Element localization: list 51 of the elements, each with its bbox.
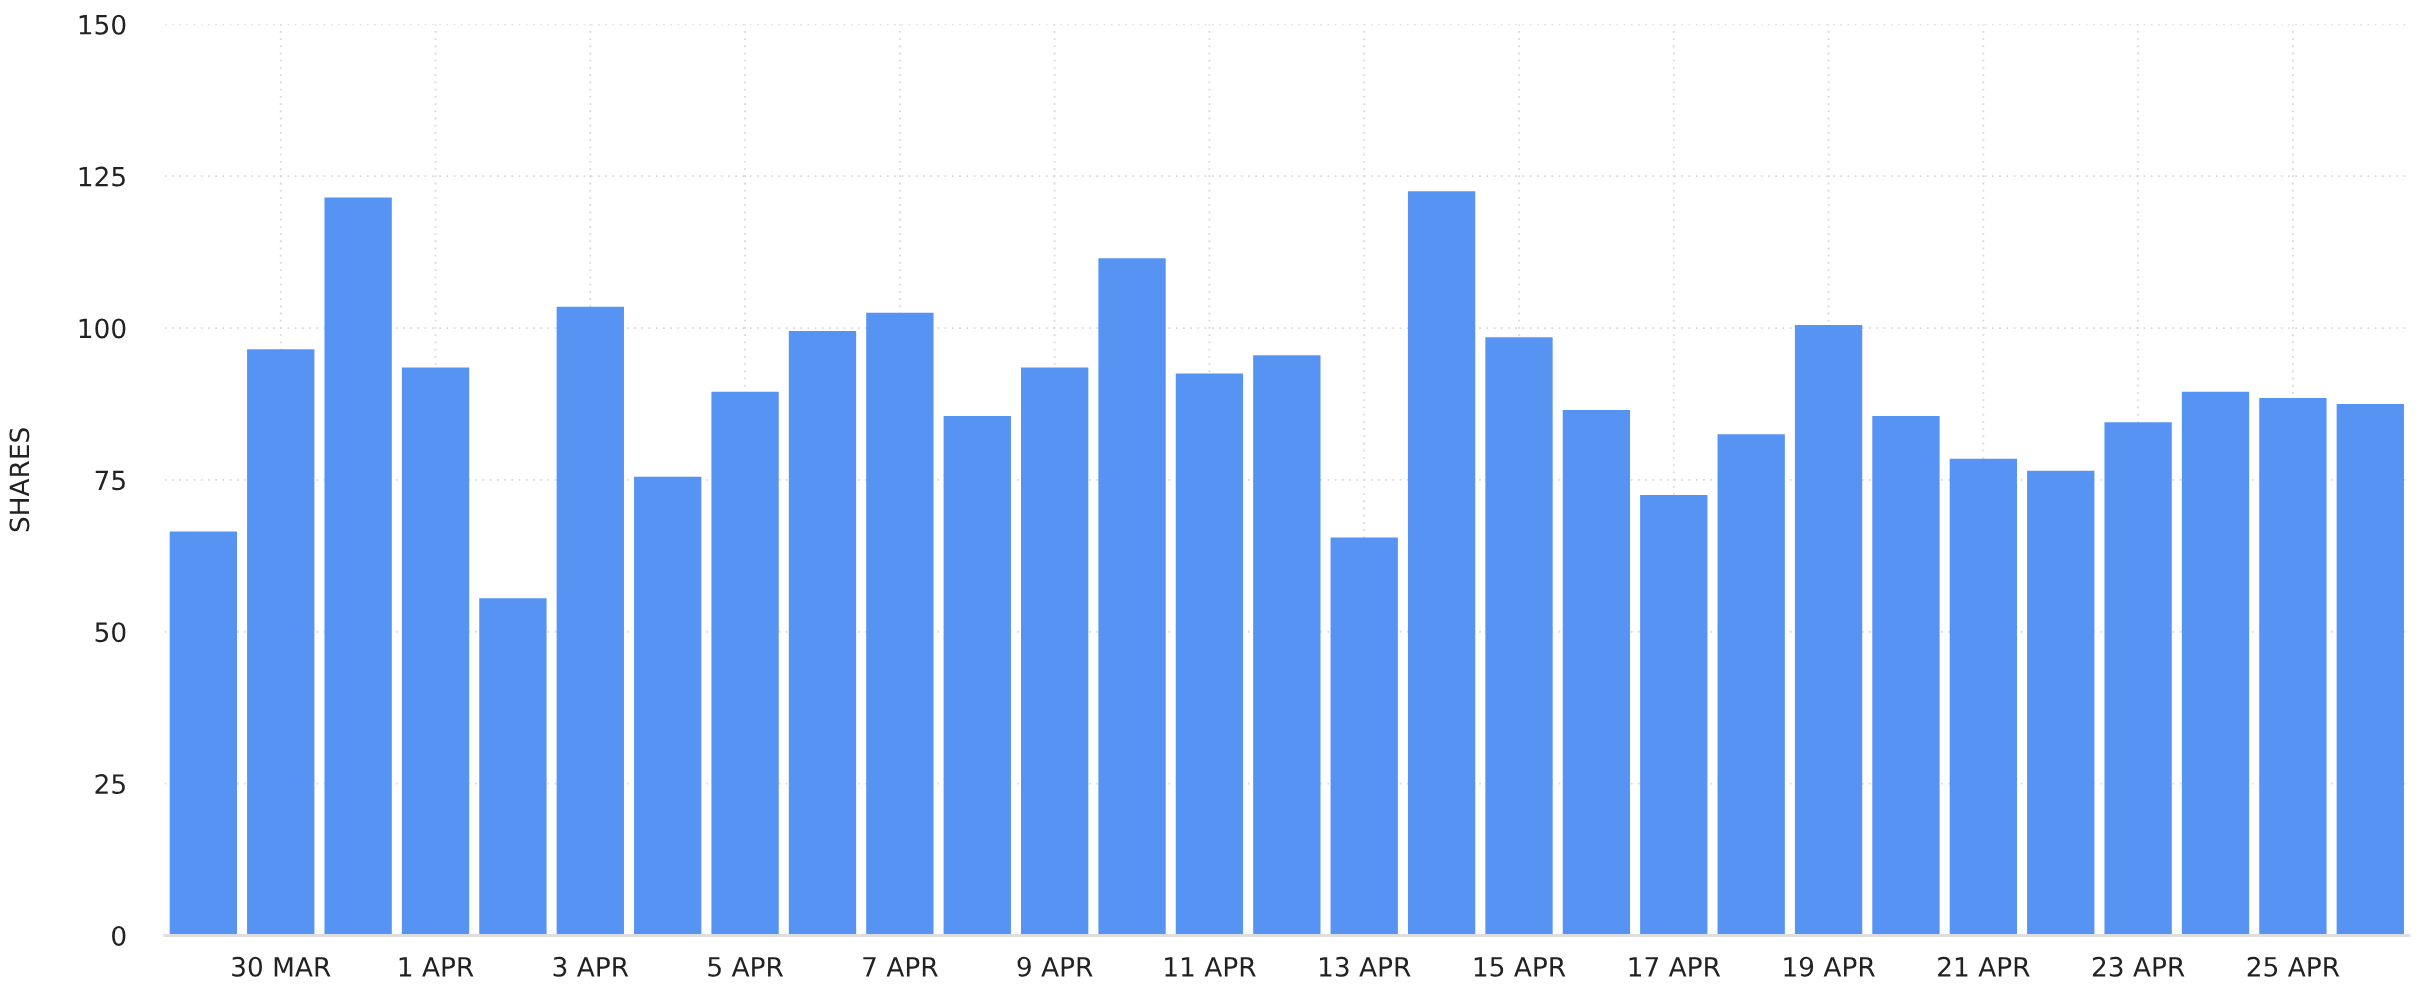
bar <box>479 598 547 936</box>
x-tick-label: 1 APR <box>399 957 474 977</box>
x-tick-label: 13 APR <box>1319 956 1411 977</box>
bar <box>2027 470 2095 936</box>
bar <box>1872 416 1940 936</box>
x-tick-label: 15 APR <box>1474 957 1566 977</box>
bar <box>788 331 857 936</box>
bar <box>556 306 624 936</box>
bar <box>634 476 702 936</box>
y-tick-label: 50 <box>95 622 126 643</box>
bar <box>1020 367 1089 936</box>
bar <box>1640 495 1708 936</box>
bar <box>1794 325 1863 936</box>
bar <box>2181 391 2250 936</box>
y-tick-label: 25 <box>95 774 125 795</box>
x-tick-label: 30 MAR <box>232 956 331 977</box>
bar <box>2104 422 2172 936</box>
y-tick-label: 150 <box>79 14 126 35</box>
y-axis-title: SHARES <box>9 428 30 532</box>
bar <box>1407 191 1476 936</box>
x-tick-label: 7 APR <box>863 957 938 977</box>
bar <box>2336 403 2404 936</box>
x-tick-label: 25 APR <box>2247 956 2340 977</box>
x-tick-label: 5 APR <box>708 957 784 977</box>
bar <box>1098 258 1166 936</box>
bar <box>1485 337 1553 936</box>
x-tick-label: 23 APR <box>2092 956 2185 977</box>
bar <box>401 367 470 936</box>
y-tick-label: 75 <box>95 470 125 491</box>
bar <box>1175 373 1244 936</box>
bar <box>1330 537 1398 936</box>
bar <box>324 197 392 936</box>
bar <box>2259 397 2327 936</box>
bar <box>169 531 238 936</box>
bar <box>943 416 1011 936</box>
bar <box>866 312 934 936</box>
x-tick-label: 11 APR <box>1165 957 1256 977</box>
bar <box>711 391 779 936</box>
bar <box>1562 410 1631 936</box>
bar <box>1253 355 1321 936</box>
x-tick-label: 3 APR <box>553 956 629 977</box>
x-tick-label: 9 APR <box>1017 956 1093 977</box>
x-tick-label: 19 APR <box>1784 956 1875 977</box>
y-tick-label: 0 <box>112 925 126 946</box>
bar <box>1717 434 1785 936</box>
bar <box>247 349 315 936</box>
y-tick-label: 100 <box>79 318 126 339</box>
y-tick-label: 125 <box>79 166 125 187</box>
x-tick-label: 17 APR <box>1629 957 1721 977</box>
bar <box>1949 458 2018 936</box>
x-tick-label: 21 APR <box>1938 956 2030 977</box>
